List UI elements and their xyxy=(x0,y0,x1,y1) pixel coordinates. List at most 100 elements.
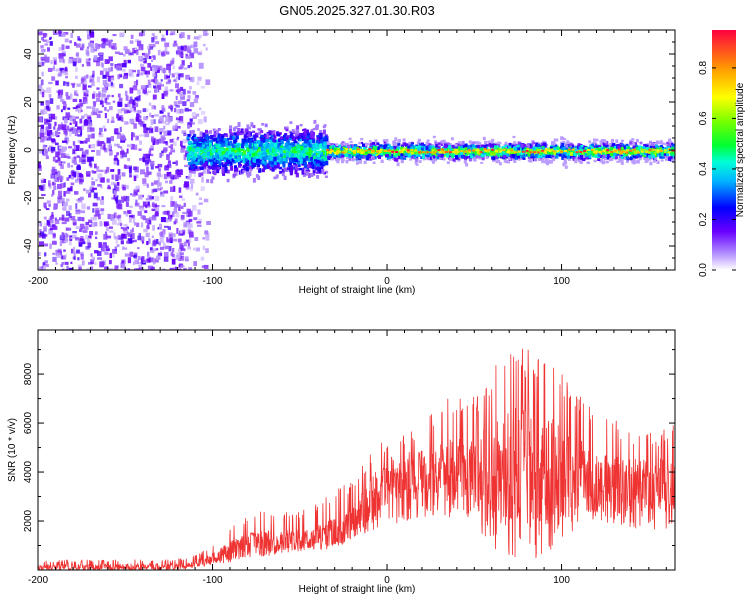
spectrogram-cell xyxy=(88,58,91,61)
spectrogram-cell xyxy=(295,147,299,153)
spectrogram-cell xyxy=(138,264,143,270)
spectrogram-cell xyxy=(149,125,152,129)
spectrogram-cell xyxy=(188,147,192,151)
spectrogram-cell xyxy=(114,155,118,159)
spectrogram-cell xyxy=(322,161,326,166)
spectrogram-cell xyxy=(120,262,124,269)
spectrogram-cell xyxy=(142,183,147,186)
spectrogram-cell xyxy=(308,144,312,148)
spectrogram-cell xyxy=(190,44,195,49)
spectrogram-cell xyxy=(168,117,172,123)
spectrogram-cell xyxy=(55,159,59,163)
spectrogram-cell xyxy=(285,126,289,129)
spectrogram-cell xyxy=(157,184,160,190)
spectrogram-cell xyxy=(40,128,45,133)
spectrogram-cell xyxy=(243,168,247,171)
spectrogram-cell xyxy=(139,120,143,127)
spectrogram-cell xyxy=(147,265,153,270)
spectrogram-cell xyxy=(108,143,112,150)
spectrogram-cell xyxy=(408,141,412,146)
spectrogram-cell xyxy=(241,139,245,144)
spectrogram-cell xyxy=(140,63,145,67)
spectrogram-cell xyxy=(511,144,515,149)
spectrogram-cell xyxy=(147,63,152,68)
spectrogram-cell xyxy=(157,252,163,257)
spectrogram-cell xyxy=(161,93,165,99)
spectrogram-cell xyxy=(187,176,191,180)
spectrogram-cell xyxy=(289,138,292,141)
spectrogram-cell xyxy=(157,163,163,168)
spectrogram-cell xyxy=(286,141,290,147)
spectrogram-cell xyxy=(553,138,557,142)
spectrogram-cell xyxy=(88,157,93,161)
spectrogram-cell xyxy=(512,135,516,139)
spectrogram-cell xyxy=(268,151,272,154)
spectrogram-cell xyxy=(193,174,196,177)
spectrogram-cell xyxy=(177,46,182,50)
spectrogram-cell xyxy=(258,159,262,163)
spectrogram-cell xyxy=(593,159,597,163)
spectrogram-cell xyxy=(166,171,172,177)
spectrogram-cell xyxy=(298,157,302,162)
spectrogram-cell xyxy=(306,132,310,138)
spectrogram-cell xyxy=(101,87,107,93)
spectrogram-cell xyxy=(284,133,288,136)
spectrogram-cell xyxy=(121,107,126,112)
spectrogram-cell xyxy=(38,235,44,238)
spectrogram-cell xyxy=(121,149,124,154)
spectrogram-cell xyxy=(582,145,586,148)
spectrogram-cell xyxy=(135,185,140,190)
spectrogram-cell xyxy=(213,132,217,135)
spectrogram-cell xyxy=(124,90,128,96)
spectrogram-cell xyxy=(323,143,327,146)
spectrogram-cell xyxy=(198,156,202,160)
spectrogram-cell xyxy=(102,80,108,86)
spectrogram-cell xyxy=(239,160,243,163)
spectrogram-cell xyxy=(234,167,238,172)
spectrogram-cell xyxy=(115,186,120,192)
spectrogram-cell xyxy=(428,143,432,146)
spectrogram-cell xyxy=(338,144,342,147)
spectrogram-cell xyxy=(132,99,136,106)
spectrogram-cell xyxy=(127,158,131,162)
spectrogram-cell xyxy=(591,143,594,146)
spectrogram-cell xyxy=(610,157,614,161)
spectrogram-cell xyxy=(200,256,205,261)
spectrogram-cell xyxy=(74,130,79,137)
spectrogram-cell xyxy=(171,258,176,265)
spectrogram-cell xyxy=(71,248,74,254)
spectrogram-cell xyxy=(156,255,161,260)
spectrogram-cell xyxy=(520,155,524,158)
spectrogram-cell xyxy=(189,102,195,108)
spectrogram-cell xyxy=(158,138,164,144)
spectrogram-cell xyxy=(291,144,295,147)
spectrogram-cell xyxy=(174,218,178,224)
spectrogram-cell xyxy=(368,140,372,143)
spectrogram-cell xyxy=(40,56,46,61)
spectrogram-cell xyxy=(263,148,267,153)
spectrogram-cell xyxy=(193,261,197,267)
spectrogram-cell xyxy=(103,144,106,151)
spectrogram-cell xyxy=(89,30,94,36)
spectrogram-cell xyxy=(152,261,156,265)
spectrogram-cell xyxy=(129,87,134,94)
spectrogram-cell xyxy=(136,40,142,47)
spectrogram-cell xyxy=(212,128,216,132)
spectrogram-cell xyxy=(268,148,272,153)
spectrogram-cell xyxy=(114,265,119,269)
spectrogram-cell xyxy=(75,203,78,209)
spectrogram-cell xyxy=(501,153,505,156)
spectrogram-cell xyxy=(129,96,133,100)
spectrogram-cell xyxy=(64,217,70,222)
spectrogram-cell xyxy=(66,156,71,159)
spectrogram-cell xyxy=(136,50,139,56)
spectrogram-cell xyxy=(253,149,257,152)
spectrogram-cell xyxy=(61,44,65,51)
spectrogram-cell xyxy=(77,216,82,222)
spectrogram-cell xyxy=(290,166,294,172)
spectrogram-cell xyxy=(310,148,314,151)
spectrogram-cell xyxy=(95,207,100,213)
spectrogram-cell xyxy=(44,54,47,58)
spectrogram-cell xyxy=(80,109,83,112)
spectrogram-cell xyxy=(104,107,107,111)
